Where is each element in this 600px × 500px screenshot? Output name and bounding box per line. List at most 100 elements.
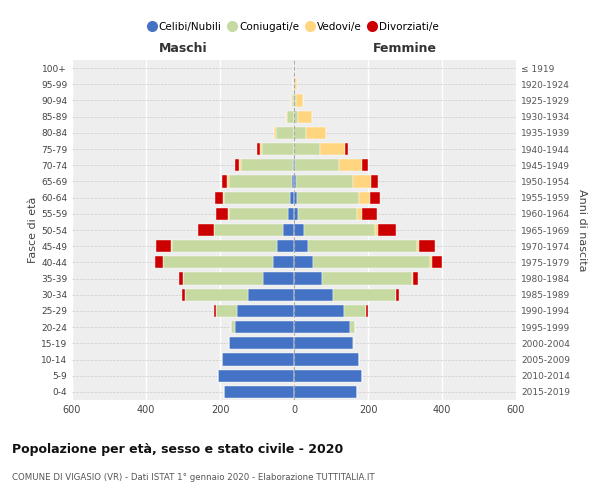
- Bar: [294, 240, 308, 252]
- Bar: [224, 386, 294, 398]
- Bar: [306, 127, 326, 139]
- Bar: [231, 321, 235, 333]
- Bar: [294, 386, 357, 398]
- Bar: [228, 208, 229, 220]
- Bar: [229, 176, 292, 188]
- Bar: [293, 78, 294, 90]
- Bar: [295, 143, 320, 155]
- Bar: [215, 192, 223, 203]
- Bar: [294, 192, 298, 203]
- Bar: [223, 192, 224, 203]
- Bar: [216, 305, 236, 317]
- Bar: [322, 272, 412, 284]
- Bar: [257, 143, 260, 155]
- Bar: [260, 143, 262, 155]
- Y-axis label: Fasce di età: Fasce di età: [28, 197, 38, 263]
- Bar: [287, 110, 294, 122]
- Bar: [292, 94, 294, 106]
- Bar: [296, 176, 353, 188]
- Legend: Celibi/Nubili, Coniugati/e, Vedovi/e, Divorziati/e: Celibi/Nubili, Coniugati/e, Vedovi/e, Di…: [145, 18, 443, 36]
- Bar: [295, 78, 296, 90]
- Text: Popolazione per età, sesso e stato civile - 2020: Popolazione per età, sesso e stato civil…: [12, 442, 343, 456]
- Bar: [379, 224, 396, 236]
- Bar: [294, 78, 295, 90]
- Bar: [294, 288, 333, 301]
- Bar: [346, 143, 349, 155]
- Bar: [419, 240, 434, 252]
- Bar: [222, 354, 294, 366]
- Bar: [417, 240, 419, 252]
- Bar: [430, 256, 431, 268]
- Bar: [298, 110, 312, 122]
- Bar: [179, 272, 183, 284]
- Bar: [239, 159, 241, 172]
- Text: Maschi: Maschi: [158, 42, 208, 55]
- Text: COMUNE DI VIGASIO (VR) - Dati ISTAT 1° gennaio 2020 - Elaborazione TUTTITALIA.IT: COMUNE DI VIGASIO (VR) - Dati ISTAT 1° g…: [12, 472, 374, 482]
- Bar: [283, 224, 294, 236]
- Bar: [277, 240, 294, 252]
- Bar: [344, 305, 366, 317]
- Bar: [248, 288, 294, 301]
- Bar: [171, 240, 172, 252]
- Bar: [308, 240, 417, 252]
- Bar: [229, 338, 294, 349]
- Bar: [291, 94, 292, 106]
- Bar: [294, 110, 298, 122]
- Bar: [185, 288, 248, 301]
- Bar: [431, 256, 442, 268]
- Bar: [320, 143, 346, 155]
- Bar: [229, 208, 289, 220]
- Bar: [313, 256, 430, 268]
- Bar: [359, 192, 370, 203]
- Bar: [357, 208, 362, 220]
- Bar: [241, 159, 293, 172]
- Bar: [182, 288, 185, 301]
- Bar: [362, 159, 368, 172]
- Bar: [183, 272, 263, 284]
- Bar: [353, 176, 371, 188]
- Bar: [198, 224, 214, 236]
- Bar: [412, 272, 413, 284]
- Bar: [339, 159, 362, 172]
- Bar: [224, 192, 290, 203]
- Bar: [235, 321, 294, 333]
- Bar: [298, 208, 357, 220]
- Bar: [371, 176, 377, 188]
- Bar: [216, 208, 228, 220]
- Bar: [227, 176, 229, 188]
- Bar: [293, 159, 294, 172]
- Bar: [294, 127, 306, 139]
- Bar: [294, 338, 353, 349]
- Bar: [294, 159, 295, 172]
- Bar: [294, 321, 349, 333]
- Bar: [214, 305, 216, 317]
- Bar: [218, 370, 294, 382]
- Bar: [274, 127, 276, 139]
- Bar: [294, 62, 295, 74]
- Bar: [353, 338, 354, 349]
- Bar: [294, 272, 322, 284]
- Bar: [294, 370, 362, 382]
- Bar: [370, 192, 380, 203]
- Bar: [272, 256, 294, 268]
- Bar: [362, 208, 377, 220]
- Bar: [172, 240, 277, 252]
- Bar: [155, 256, 163, 268]
- Bar: [276, 127, 294, 139]
- Bar: [294, 305, 344, 317]
- Bar: [295, 159, 339, 172]
- Bar: [236, 305, 294, 317]
- Bar: [214, 224, 283, 236]
- Bar: [413, 272, 418, 284]
- Bar: [262, 143, 293, 155]
- Bar: [286, 110, 287, 122]
- Y-axis label: Anni di nascita: Anni di nascita: [577, 188, 587, 271]
- Bar: [292, 176, 294, 188]
- Bar: [333, 288, 396, 301]
- Bar: [349, 321, 355, 333]
- Bar: [290, 192, 294, 203]
- Bar: [304, 224, 374, 236]
- Bar: [366, 305, 368, 317]
- Bar: [294, 94, 296, 106]
- Bar: [396, 288, 400, 301]
